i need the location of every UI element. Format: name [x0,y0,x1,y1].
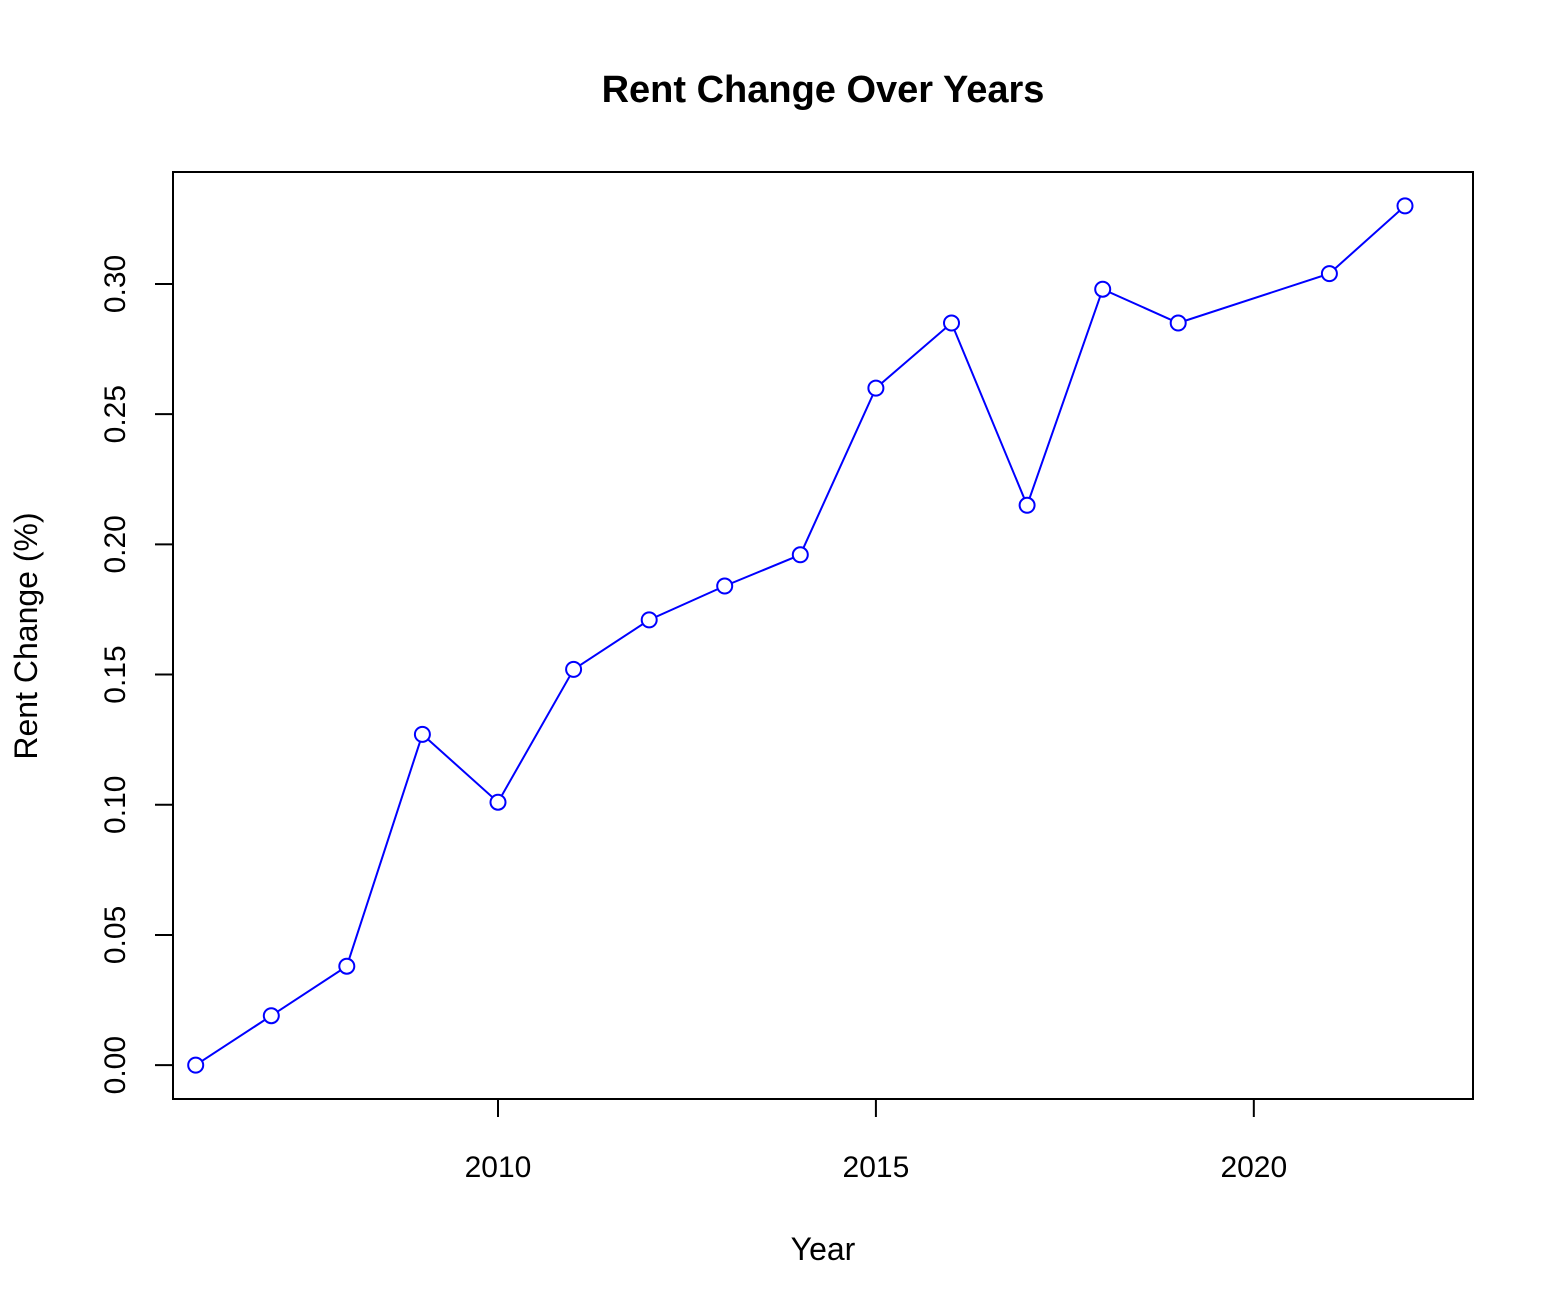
data-point [1018,496,1036,514]
x-axis: 2010 2015 2020 [465,1098,1287,1184]
data-point [489,793,507,811]
data-point [187,1056,205,1074]
y-tick-label: 0.20 [99,515,132,573]
data-point [640,611,658,629]
series-line [195,205,1406,1066]
data-point [565,660,583,678]
chart-title: Rent Change Over Years [602,69,1045,111]
data-point [867,379,885,397]
y-tick-label: 0.10 [99,776,132,834]
series-layer [187,197,1414,1074]
y-tick-label: 0.05 [99,906,132,964]
data-point [413,725,431,743]
data-point [1094,280,1112,298]
x-axis-label: Year [791,1231,856,1267]
data-point [1396,197,1414,215]
x-tick-label: 2020 [1220,1151,1287,1184]
y-axis: 0.00 0.05 0.10 0.15 0.20 0.25 0.30 [99,255,174,1094]
x-tick-label: 2015 [843,1151,910,1184]
data-point [716,577,734,595]
plot-frame [172,171,1474,1100]
y-axis-label: Rent Change (%) [8,512,44,759]
x-tick-label: 2010 [465,1151,532,1184]
data-point [791,546,809,564]
data-point [338,957,356,975]
y-tick-label: 0.15 [99,645,132,703]
y-tick-label: 0.30 [99,255,132,313]
data-point [262,1007,280,1025]
data-point [1169,314,1187,332]
data-point [943,314,960,332]
y-tick-label: 0.00 [99,1036,132,1094]
data-point [1320,265,1338,283]
y-tick-label: 0.25 [99,385,132,443]
